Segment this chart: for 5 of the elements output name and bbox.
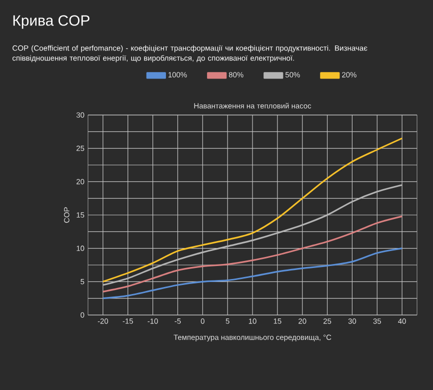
line-series [102,138,403,282]
chart-title: Крива COP [13,15,90,29]
line-series [102,216,403,292]
line-series [102,184,403,286]
line-series [102,248,403,300]
